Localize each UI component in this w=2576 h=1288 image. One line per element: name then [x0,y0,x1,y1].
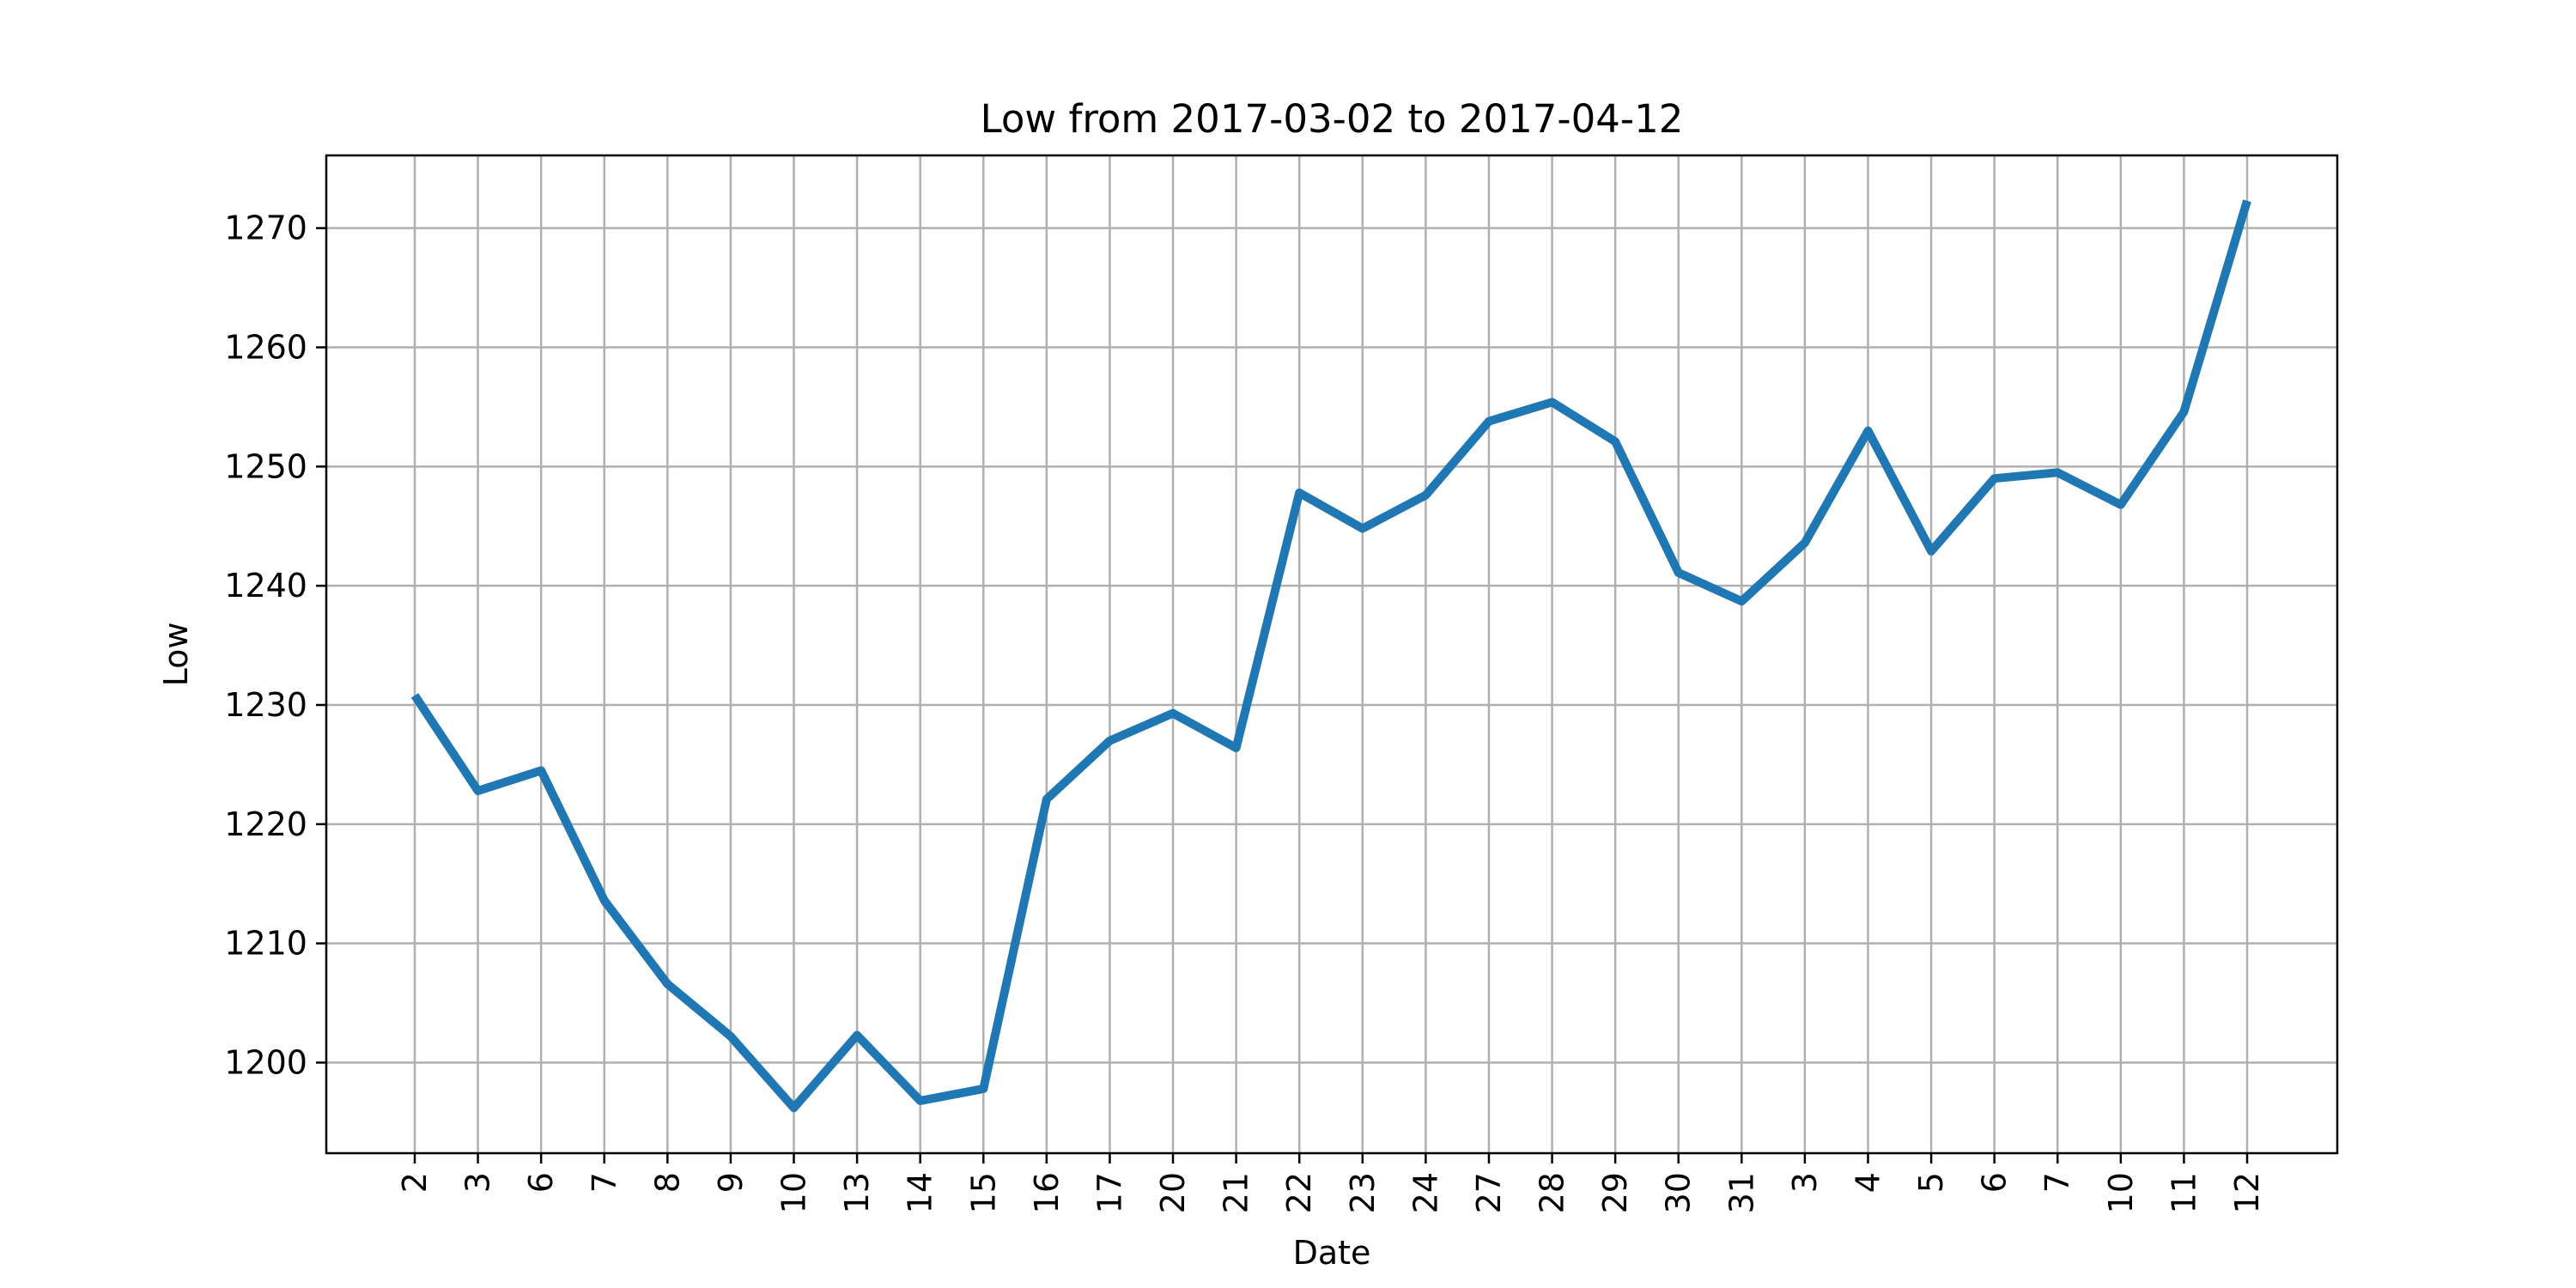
x-tick-label: 23 [1344,1172,1382,1213]
x-axis-label: Date [1293,1234,1371,1272]
x-tick-label: 27 [1470,1172,1508,1213]
y-tick-label: 1200 [224,1043,307,1081]
x-tick-label: 15 [964,1172,1002,1213]
chart-title: Low from 2017-03-02 to 2017-04-12 [981,96,1684,142]
x-tick-label: 7 [2038,1172,2076,1193]
x-tick-label: 10 [2102,1172,2140,1213]
y-tick-label: 1250 [224,447,307,485]
x-tick-label: 11 [2165,1172,2202,1213]
y-tick-label: 1240 [224,567,307,605]
x-tick-label: 2 [396,1172,434,1193]
x-tick-label: 16 [1028,1172,1066,1213]
y-tick-label: 1220 [224,805,307,843]
series-line [410,199,2251,1113]
y-tick-label: 1230 [224,686,307,724]
grid-lines [326,155,2337,1153]
y-axis: 1200 1210 1220 1230 1240 1250 1260 1270 [224,210,326,1081]
x-tick-label: 5 [1912,1172,1950,1193]
x-tick-label: 24 [1406,1172,1444,1213]
x-tick-label: 29 [1596,1172,1634,1213]
x-tick-label: 3 [459,1172,497,1193]
x-tick-label: 10 [775,1172,813,1213]
x-tick-label: 14 [902,1172,939,1213]
y-axis-label: Low [157,623,195,687]
x-tick-label: 8 [648,1172,686,1193]
y-tick-label: 1260 [224,329,307,367]
x-tick-label: 31 [1722,1172,1760,1213]
x-tick-label: 28 [1534,1172,1571,1213]
x-tick-label: 3 [1786,1172,1824,1193]
plot-frame [325,154,2339,1155]
x-tick-label: 13 [838,1172,876,1213]
series-layer [410,199,2251,1113]
x-tick-label: 9 [712,1172,750,1193]
x-tick-label: 22 [1280,1172,1318,1213]
x-tick-label: 21 [1218,1172,1255,1213]
x-tick-label: 6 [1976,1172,2014,1193]
x-tick-label: 6 [522,1172,560,1193]
x-tick-label: 12 [2228,1172,2266,1213]
x-axis: 2 3 6 7 8 9 10 13 14 15 16 17 20 21 22 23 24 27 28 29 30 31 3 4… [396,1153,2266,1213]
x-tick-label: 20 [1154,1172,1192,1213]
x-tick-label: 7 [586,1172,623,1193]
y-tick-label: 1270 [224,210,307,247]
x-tick-label: 30 [1660,1172,1698,1213]
y-tick-label: 1210 [224,925,307,963]
x-tick-label: 4 [1849,1172,1886,1193]
x-tick-label: 17 [1091,1172,1128,1213]
